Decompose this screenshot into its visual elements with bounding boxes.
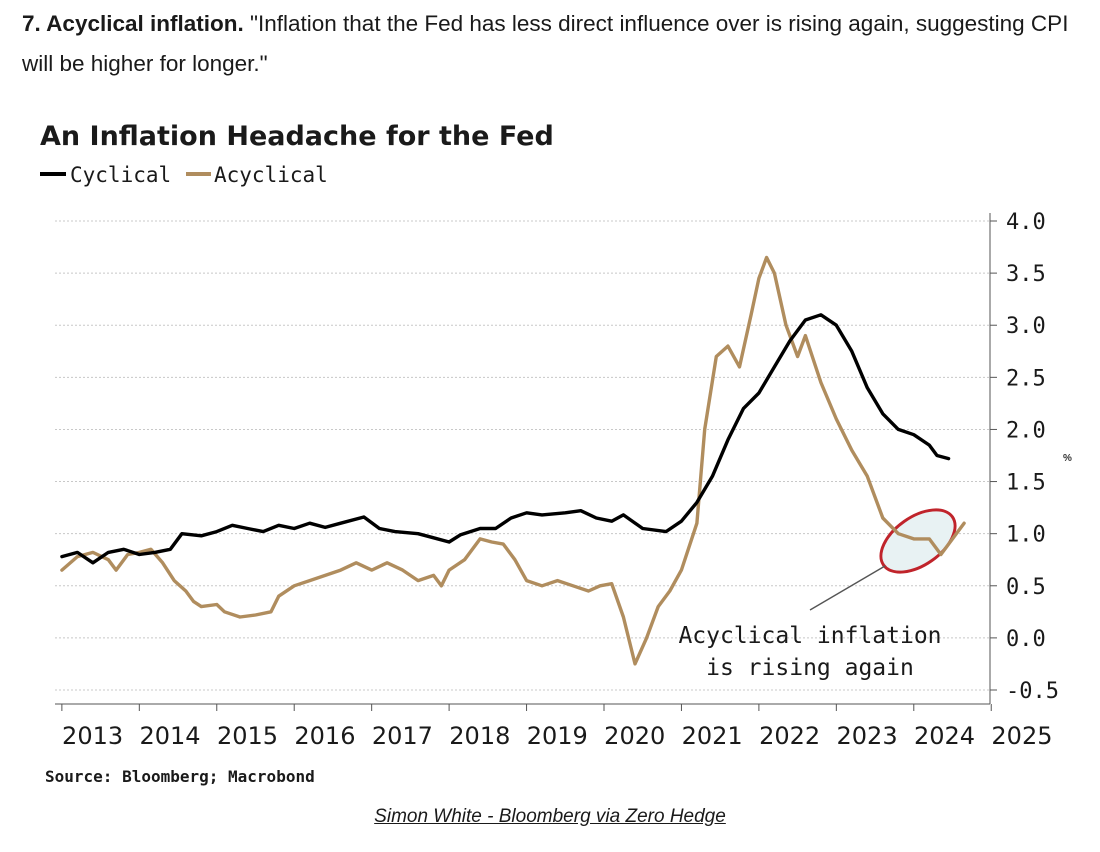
y-unit-label: % [1063,453,1072,464]
series-line-acyclical [60,255,966,666]
x-tick-label: 2019 [527,722,588,750]
x-tick-label: 2013 [62,722,123,750]
y-tick-label: 3.5 [1006,262,1046,287]
y-tick-label: 4.0 [1006,210,1046,235]
annotation-line-1: Acyclical inflation [678,623,941,649]
x-tick-label: 2023 [837,722,898,750]
x-tick-label: 2016 [294,722,355,750]
intro-heading: 7. Acyclical inflation. [22,11,244,36]
y-tick-label: 2.5 [1006,366,1046,391]
x-tick-label: 2022 [759,722,820,750]
x-tick-label: 2020 [604,722,665,750]
x-tick-label: 2015 [217,722,278,750]
x-tick-label: 2017 [372,722,433,750]
highlight-ellipse [879,508,957,574]
intro-quote: "Inflation that the Fed has less direct … [22,11,1069,76]
annotation-line-2: is rising again [706,655,914,681]
x-tick-label: 2018 [449,722,510,750]
x-axis: 2013 2014 2015 2016 2017 2018 2019 2020 2021 2022… [61,704,1052,750]
image-credit: Simon White - Bloomberg via Zero Hedge [0,806,1100,828]
legend-label-acyclical: Acyclical [214,163,328,187]
y-axis: 4.0 3.5 3.0 2.5 2.0 1.5 1.0 0.5 0.0 -0.5 [989,210,1059,704]
source-note: Source: Bloomberg; Macrobond [45,767,315,786]
grid-lines [55,220,990,691]
x-tick-label: 2014 [140,722,201,750]
y-tick-label: 1.0 [1006,523,1046,548]
series-line-cyclical [60,313,951,565]
x-tick-label: 2025 [991,722,1052,750]
legend-label-cyclical: Cyclical [70,163,171,187]
y-tick-label: 2.0 [1006,418,1046,443]
credit-link[interactable]: Simon White - Bloomberg via Zero Hedge [374,806,726,827]
intro-paragraph: 7. Acyclical inflation. "Inflation that … [22,4,1082,84]
legend: Cyclical Acyclical [40,163,328,187]
x-tick-label: 2021 [682,722,743,750]
x-tick-label: 2024 [914,722,975,750]
y-tick-label: 3.0 [1006,314,1046,339]
y-tick-label: -0.5 [1006,679,1059,704]
series-lines [60,255,966,666]
y-tick-label: 0.0 [1006,627,1046,652]
y-tick-label: 1.5 [1006,471,1046,496]
y-tick-label: 0.5 [1006,575,1046,600]
annotation-leader [809,565,886,611]
chart: An Inflation Headache for the Fed Cyclic… [40,121,1072,786]
chart-title: An Inflation Headache for the Fed [40,121,554,152]
